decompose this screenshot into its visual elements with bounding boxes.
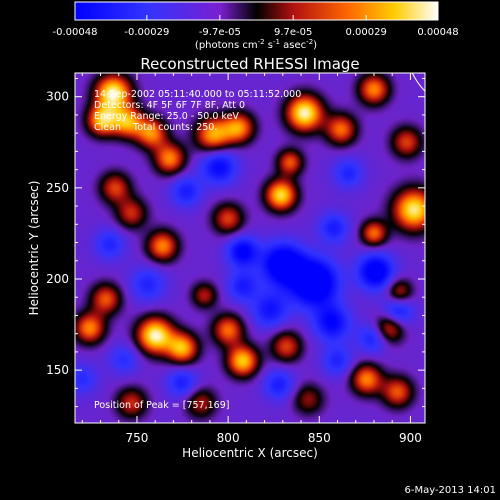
chart-title: Reconstructed RHESSI Image xyxy=(140,55,359,73)
axis-ticks: 750 800 850 900 150 200 250 300 xyxy=(46,73,425,445)
unit-text: (photons cm xyxy=(195,40,258,51)
x-tick-label: 750 xyxy=(126,431,149,445)
colorbar-unit: (photons cm-2 s-1 asec-2) xyxy=(195,38,317,51)
solar-limb-line xyxy=(411,72,426,92)
unit-exponent: -1 xyxy=(273,38,280,46)
x-axis-label: Heliocentric X (arcsec) xyxy=(182,446,318,460)
y-tick-label: 150 xyxy=(46,363,69,377)
y-tick-label: 250 xyxy=(46,181,69,195)
x-tick-label: 800 xyxy=(217,431,240,445)
limb-path xyxy=(411,72,426,92)
unit-text: ) xyxy=(313,40,317,51)
y-axis-label: Heliocentric Y (arcsec) xyxy=(27,181,41,316)
unit-text: asec xyxy=(280,40,306,51)
x-tick-label: 900 xyxy=(399,431,422,445)
colorbar-ticks: -0.00048 -0.00029 -9.7e-05 9.7e-05 0.00029 0.… xyxy=(53,15,459,38)
heatmap-image xyxy=(75,73,425,423)
colorbar-tick-label: 0.00048 xyxy=(417,27,458,38)
info-line-counts: Clean Total counts: 250. xyxy=(94,122,217,133)
colorbar-tick-label: -0.00048 xyxy=(53,27,98,38)
colorbar-tick-label: -0.00029 xyxy=(124,27,169,38)
unit-exponent: -2 xyxy=(306,38,313,46)
x-tick-label: 850 xyxy=(308,431,331,445)
plot-frame xyxy=(74,72,426,424)
colorbar-tick-label: 0.00029 xyxy=(345,27,386,38)
info-line-detectors: Detectors: 4F 5F 6F 7F 8F, Att 0 xyxy=(94,100,245,111)
info-line-energy: Energy Range: 25.0 - 50.0 keV xyxy=(94,111,239,122)
colorbar xyxy=(74,1,439,21)
y-tick-label: 200 xyxy=(46,272,69,286)
footer-timestamp: 6-May-2013 14:01 xyxy=(404,485,496,496)
colorbar-tick-label: -9.7e-05 xyxy=(199,27,241,38)
info-line-time: 14-Sep-2002 05:11:40.000 to 05:11:52.000 xyxy=(94,89,301,100)
y-tick-label: 300 xyxy=(46,90,69,104)
unit-exponent: -2 xyxy=(258,38,265,46)
colorbar-tick-label: 9.7e-05 xyxy=(274,27,312,38)
unit-text: s xyxy=(265,40,273,51)
peak-position-label: Position of Peak = [757,169] xyxy=(94,400,229,411)
info-block: 14-Sep-2002 05:11:40.000 to 05:11:52.000… xyxy=(94,89,301,133)
